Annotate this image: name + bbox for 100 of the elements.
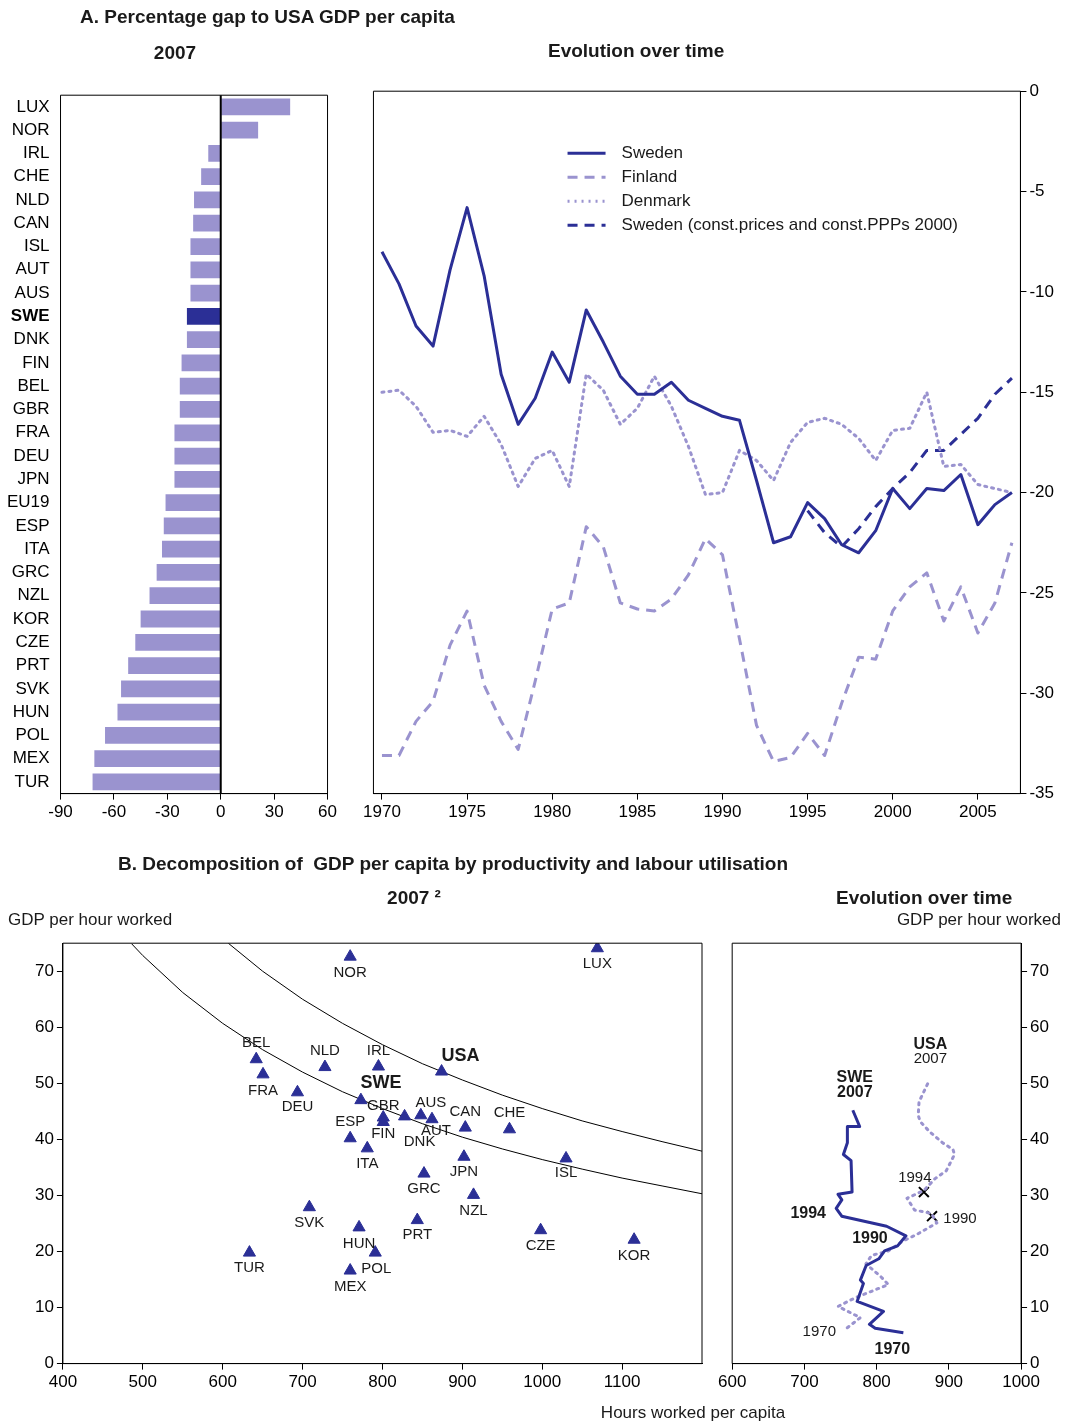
point	[343, 949, 357, 961]
y-tick-label: FRA	[15, 422, 51, 442]
bar	[193, 214, 221, 232]
x-tick-label: 400	[48, 1372, 78, 1392]
annotation: DEU	[281, 1097, 314, 1115]
y-tick-label: NLD	[15, 189, 50, 209]
bar	[135, 633, 221, 651]
y-tick-label: CZE	[15, 631, 50, 651]
bar	[190, 261, 221, 279]
y-tick-label: 0	[44, 1353, 54, 1373]
x-tick-label: 1985	[618, 802, 657, 822]
y-tick-label: 70	[34, 960, 54, 980]
x-tick-label: 1990	[703, 802, 742, 822]
annotation: PRT	[402, 1225, 433, 1243]
annotation: 1994	[898, 1168, 932, 1186]
annotation: ESP	[335, 1112, 366, 1130]
annotation: CHE	[493, 1103, 526, 1121]
bar	[179, 377, 221, 395]
point	[534, 1222, 548, 1235]
legend-label: Sweden (const.prices and const.PPPs 2000)	[621, 214, 958, 234]
y-tick-label: 70	[1030, 960, 1050, 980]
chart-title: B. Decomposition of GDP per capita by productivity and labour utilisation	[118, 853, 789, 875]
x-tick-label: 500	[128, 1372, 157, 1392]
y-tick-label: BEL	[17, 375, 50, 395]
bar	[190, 284, 221, 302]
point	[458, 1120, 472, 1132]
point	[352, 1219, 366, 1232]
y-tick-label: EU19	[6, 492, 50, 512]
x-tick-label: 1975	[448, 802, 486, 822]
point	[242, 1245, 257, 1257]
y-tick-label: 50	[34, 1073, 54, 1093]
legend-label: Sweden	[621, 142, 683, 162]
chart-title: Evolution over time	[836, 887, 1013, 909]
y-tick-label: TUR	[14, 771, 50, 791]
y-tick-label: 30	[1030, 1185, 1050, 1205]
bar	[92, 773, 221, 791]
annotation: SWE	[836, 1067, 874, 1085]
annotation: 1970	[802, 1321, 836, 1339]
x-tick-label: 600	[208, 1372, 237, 1392]
legend-label: Denmark	[621, 190, 692, 210]
annotation: AUS	[415, 1093, 447, 1111]
y-tick-label: PRT	[15, 655, 50, 675]
x-tick-label: 30	[264, 802, 284, 822]
x-tick-label: 1970	[363, 802, 401, 822]
point	[502, 1121, 517, 1134]
annotation: 2007	[837, 1082, 873, 1100]
y-tick-label: JPN	[17, 469, 50, 489]
y-tick-label: IRL	[23, 143, 50, 163]
y-tick-label: SWE	[10, 306, 50, 326]
annotation: ISL	[554, 1162, 578, 1180]
point	[417, 1166, 431, 1178]
annotation: USA	[913, 1034, 948, 1052]
bar	[186, 331, 221, 349]
x-tick-label: -30	[155, 802, 180, 822]
annotation: HUN	[342, 1233, 376, 1251]
y-tick-label: 20	[34, 1241, 54, 1261]
bar	[161, 540, 221, 558]
bar	[121, 680, 221, 698]
x-tick-label: 700	[790, 1372, 819, 1392]
point	[343, 1263, 357, 1275]
y-tick-label: 20	[1030, 1241, 1050, 1261]
bar	[174, 447, 221, 465]
y-tick-label: -20	[1029, 482, 1055, 502]
bar	[208, 145, 221, 162]
annotation: CAN	[449, 1101, 482, 1119]
point	[590, 943, 604, 953]
x-tick-label: -90	[48, 802, 73, 822]
x-tick-label: 1000	[523, 1372, 562, 1392]
point	[354, 1092, 368, 1105]
annotation: FIN	[371, 1124, 396, 1142]
x-axis-title: Hours worked per capita	[600, 1403, 786, 1423]
bar	[179, 401, 221, 418]
y-tick-label: ESP	[15, 515, 50, 535]
x-tick-label: -60	[101, 802, 127, 822]
annotation: SWE	[360, 1072, 402, 1093]
y-tick-label: -30	[1029, 682, 1055, 702]
y-tick-label: -25	[1029, 582, 1055, 602]
point	[559, 1150, 573, 1163]
point	[435, 1064, 449, 1076]
y-tick-label: CHE	[13, 166, 50, 186]
x-tick-label: 1995	[788, 802, 827, 822]
x-tick-label: 900	[934, 1372, 964, 1392]
y-tick-label: ISL	[23, 236, 50, 256]
y-tick-label: DNK	[13, 329, 51, 349]
annotation: 1994	[790, 1203, 827, 1221]
y-axis-title: GDP per hour worked	[896, 910, 1061, 930]
y-tick-label: AUT	[15, 259, 50, 279]
y-tick-label: 10	[34, 1297, 54, 1317]
y-tick-label: 10	[1030, 1297, 1050, 1317]
bar	[174, 424, 221, 442]
point	[466, 1187, 481, 1199]
annotation: JPN	[449, 1161, 479, 1179]
point	[318, 1059, 332, 1072]
annotation: 2007	[913, 1049, 948, 1067]
annotation: GRC	[407, 1178, 441, 1196]
annotation: NOR	[333, 962, 368, 980]
y-tick-label: 50	[1030, 1073, 1050, 1093]
annotation: NZL	[459, 1201, 488, 1219]
y-tick-label: DEU	[13, 445, 50, 465]
y-tick-label: -35	[1029, 783, 1055, 803]
